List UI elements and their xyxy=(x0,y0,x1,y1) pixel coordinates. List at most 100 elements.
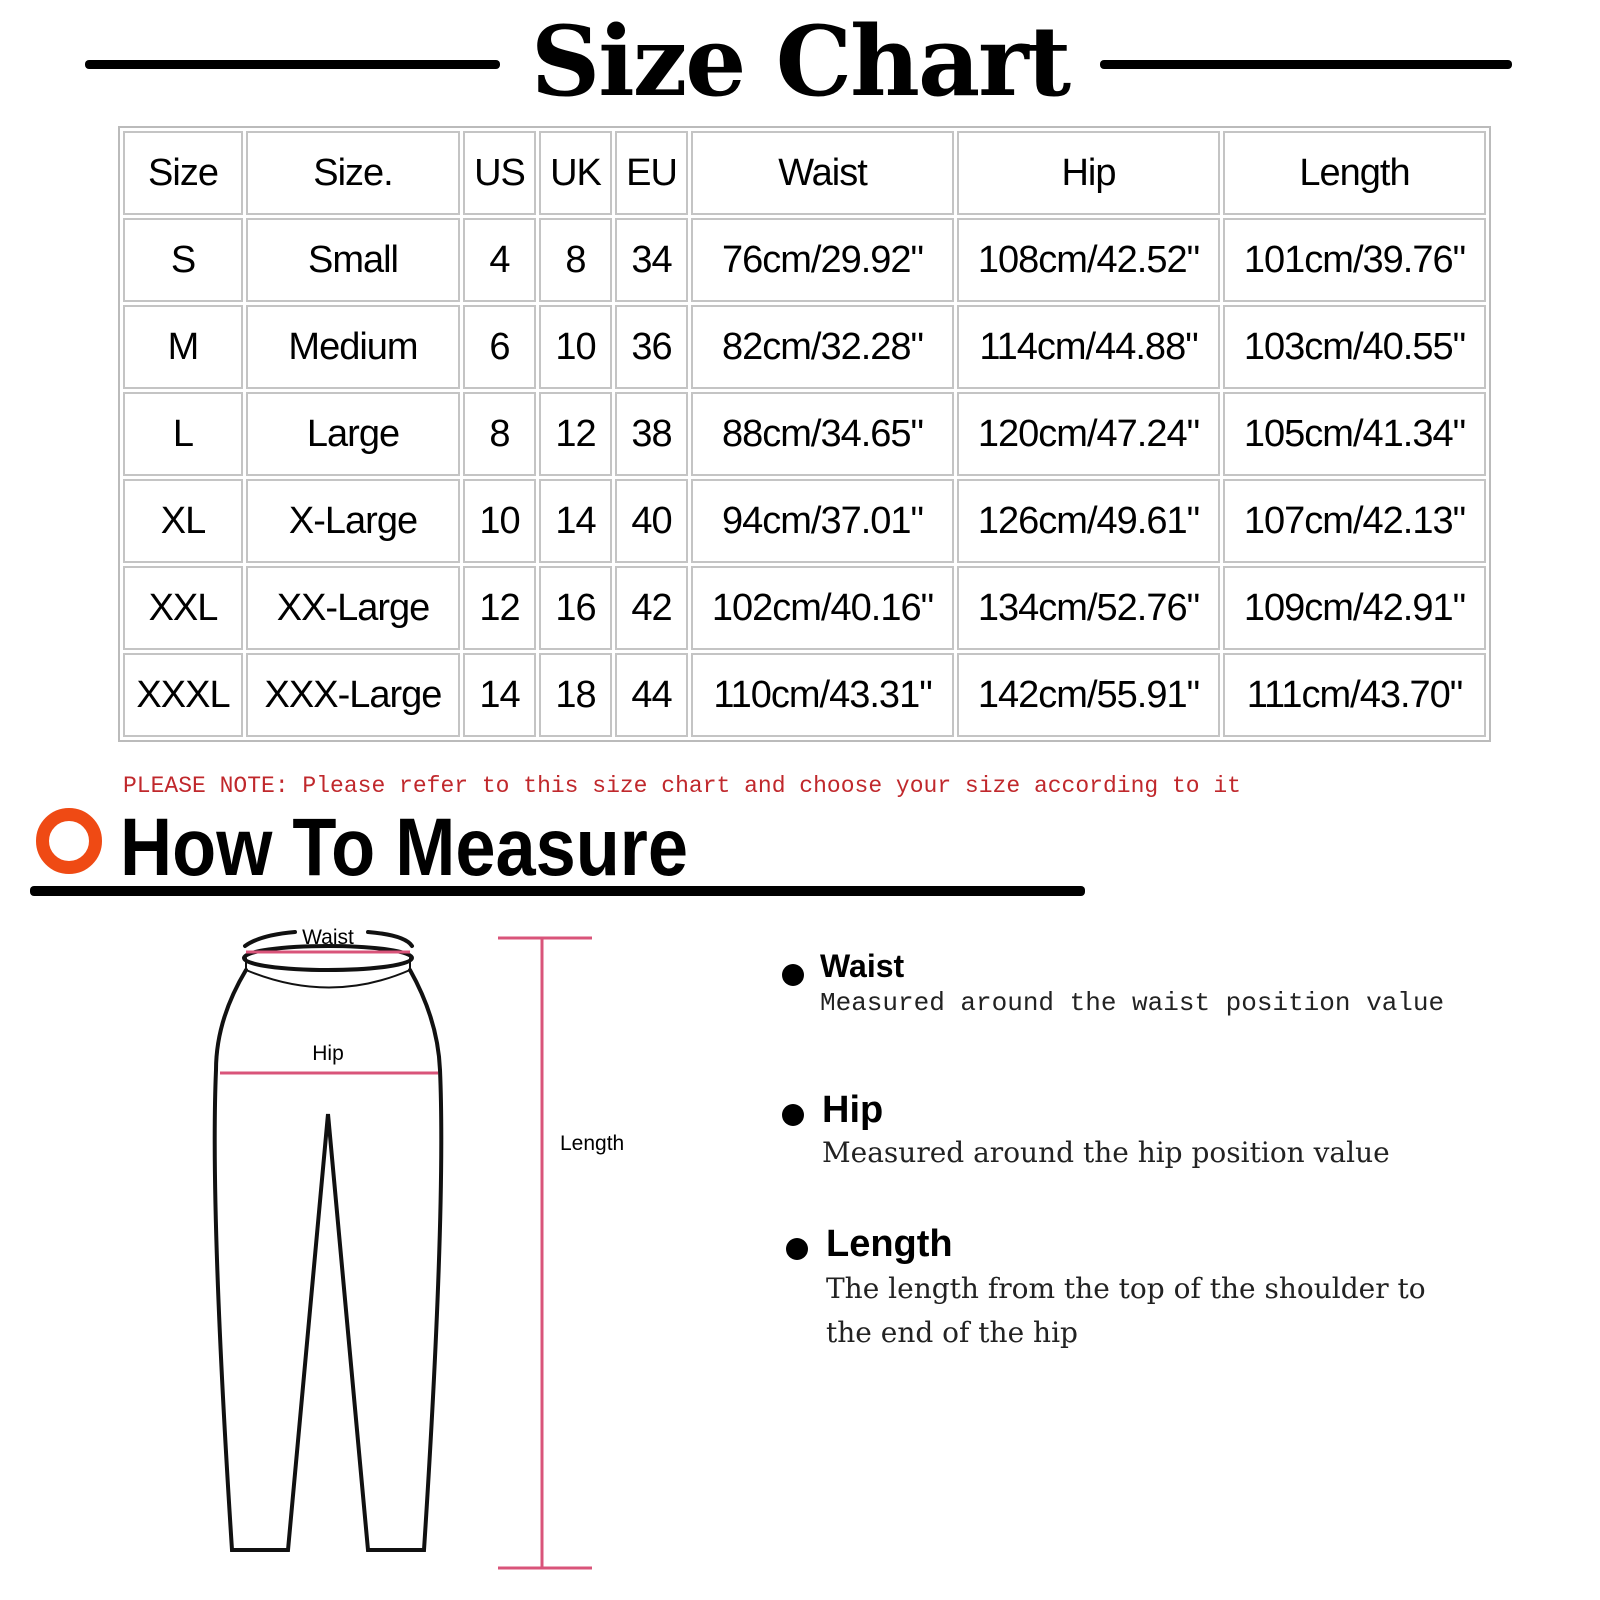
table-cell-value: 34 xyxy=(631,239,672,281)
table-cell: 102cm/40.16" xyxy=(691,566,954,650)
table-cell: 109cm/42.91" xyxy=(1223,566,1486,650)
table-cell-value: 14 xyxy=(479,674,520,716)
table-cell-value: 14 xyxy=(555,500,596,542)
table-cell: XL xyxy=(123,479,243,563)
table-cell: 12 xyxy=(463,566,536,650)
table-cell-value: XX-Large xyxy=(276,587,431,629)
table-cell-value: X-Large xyxy=(288,500,418,542)
waist-arc-right xyxy=(366,930,414,948)
table-cell: 14 xyxy=(463,653,536,737)
table-header-row: Size Size. US UK EU Waist Hip Length xyxy=(123,131,1486,215)
table-cell-value: Small xyxy=(307,239,399,281)
table-row: M Medium 6 10 36 82cm/32.28" 114cm/44.88" 103cm… xyxy=(123,305,1486,389)
table-cell-value: 12 xyxy=(555,413,596,455)
size-note: PLEASE NOTE: Please refer to this size c… xyxy=(123,773,1241,799)
table-row: XXL XX-Large 12 16 42 102cm/40.16" 134cm/52.76… xyxy=(123,566,1486,650)
table-cell: 8 xyxy=(463,392,536,476)
column-header-label: Size. xyxy=(313,152,393,194)
table-cell-value: 8 xyxy=(565,239,586,281)
table-cell-value: 110cm/43.31" xyxy=(713,674,932,716)
table-cell: S xyxy=(123,218,243,302)
table-cell-value: 88cm/34.65" xyxy=(721,413,924,455)
pants-diagram: Waist Hip Length xyxy=(212,926,624,1570)
table-cell: 8 xyxy=(539,218,612,302)
column-header-label: EU xyxy=(626,152,678,194)
table-cell-value: 142cm/55.91" xyxy=(977,674,1200,716)
table-cell-value: 8 xyxy=(489,413,510,455)
table-cell: 16 xyxy=(539,566,612,650)
table-cell-value: 107cm/42.13" xyxy=(1243,500,1466,542)
table-cell: 107cm/42.13" xyxy=(1223,479,1486,563)
table-cell-value: 114cm/44.88" xyxy=(979,326,1198,368)
waistband-top xyxy=(242,944,414,972)
table-cell-value: Medium xyxy=(288,326,418,368)
table-cell: 108cm/42.52" xyxy=(957,218,1220,302)
column-header-label: US xyxy=(474,152,526,194)
table-cell: L xyxy=(123,392,243,476)
table-cell-value: 134cm/52.76" xyxy=(977,587,1200,629)
size-chart-header: Size Chart xyxy=(0,0,1600,120)
table-cell: 10 xyxy=(539,305,612,389)
table-cell-value: S xyxy=(170,239,196,281)
bullet-icon xyxy=(782,964,804,986)
table-cell-value: M xyxy=(167,326,200,368)
table-cell-value: 82cm/32.28" xyxy=(721,326,924,368)
table-cell-value: XXL xyxy=(148,587,219,629)
table-cell-value: 76cm/29.92" xyxy=(721,239,924,281)
table-cell: 76cm/29.92" xyxy=(691,218,954,302)
table-cell: 110cm/43.31" xyxy=(691,653,954,737)
table-cell-value: L xyxy=(172,413,194,455)
table-cell-value: 12 xyxy=(479,587,520,629)
table-cell: 82cm/32.28" xyxy=(691,305,954,389)
table-cell: 105cm/41.34" xyxy=(1223,392,1486,476)
table-cell: Medium xyxy=(246,305,460,389)
waistband xyxy=(245,957,411,989)
table-cell: 34 xyxy=(615,218,688,302)
title-rule-left xyxy=(85,60,500,69)
table-row: XXXL XXX-Large 14 18 44 110cm/43.31" 142cm/55.… xyxy=(123,653,1486,737)
table-cell: 134cm/52.76" xyxy=(957,566,1220,650)
table-cell: 10 xyxy=(463,479,536,563)
section-rule xyxy=(30,886,1085,896)
table-cell: 40 xyxy=(615,479,688,563)
table-cell: 18 xyxy=(539,653,612,737)
column-header: US xyxy=(463,131,536,215)
table-cell-value: XXX-Large xyxy=(264,674,443,716)
table-cell-value: 4 xyxy=(489,239,510,281)
table-cell-value: 44 xyxy=(631,674,672,716)
table-cell-value: Large xyxy=(306,413,400,455)
table-cell: XXX-Large xyxy=(246,653,460,737)
ring-icon xyxy=(36,808,102,874)
table-cell-value: XXXL xyxy=(136,674,230,716)
table-cell-value: 111cm/43.70" xyxy=(1246,674,1464,716)
column-header: UK xyxy=(539,131,612,215)
bullet-icon xyxy=(786,1238,808,1260)
table-cell: 14 xyxy=(539,479,612,563)
table-cell: XXXL xyxy=(123,653,243,737)
column-header-label: Waist xyxy=(778,152,868,194)
table-cell-value: 10 xyxy=(555,326,596,368)
table-cell-value: 40 xyxy=(631,500,672,542)
table-cell: 38 xyxy=(615,392,688,476)
table-cell-value: 101cm/39.76" xyxy=(1243,239,1466,281)
table-cell: 4 xyxy=(463,218,536,302)
table-cell-value: 16 xyxy=(555,587,596,629)
table-cell: XXL xyxy=(123,566,243,650)
table-cell: 120cm/47.24" xyxy=(957,392,1220,476)
section-title: How To Measure xyxy=(120,802,689,893)
table-cell: 103cm/40.55" xyxy=(1223,305,1486,389)
table-cell: M xyxy=(123,305,243,389)
table-cell-value: 108cm/42.52" xyxy=(977,239,1200,281)
column-header: Size xyxy=(123,131,243,215)
table-cell: XX-Large xyxy=(246,566,460,650)
table-cell-value: 94cm/37.01" xyxy=(721,500,924,542)
waist-arc-left xyxy=(243,930,297,948)
table-cell: 114cm/44.88" xyxy=(957,305,1220,389)
table-cell: Large xyxy=(246,392,460,476)
table-cell: 94cm/37.01" xyxy=(691,479,954,563)
title-rule-right xyxy=(1100,60,1512,69)
length-label: Length xyxy=(560,1132,624,1155)
column-header: Length xyxy=(1223,131,1486,215)
table-cell-value: 105cm/41.34" xyxy=(1243,413,1466,455)
table-row: L Large 8 12 38 88cm/34.65" 120cm/47.24" 105cm/… xyxy=(123,392,1486,476)
